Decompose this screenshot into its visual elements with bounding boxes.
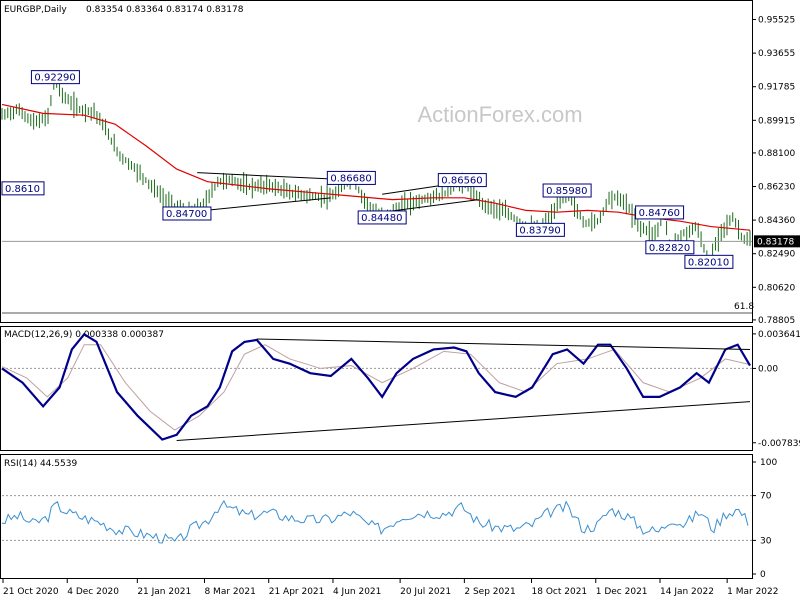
macd-trendline xyxy=(176,401,751,442)
rsi-line xyxy=(1,499,749,544)
price-label-box xyxy=(437,173,487,188)
price-label: 0.8610 xyxy=(5,184,40,195)
price-label: 0.84480 xyxy=(361,213,402,224)
symbol-title: EURGBP,Daily xyxy=(4,5,67,15)
x-tick-label: 21 Apr 2021 xyxy=(269,587,325,597)
price-label-box xyxy=(162,206,212,221)
price-label-box xyxy=(357,210,407,225)
current-price-label: 0.83178 xyxy=(757,237,794,247)
macd-tick-label: -0.007839 xyxy=(758,439,800,449)
price-tick-label: 0.89915 xyxy=(758,116,795,126)
price-label: 0.86680 xyxy=(330,173,371,184)
price-label-box xyxy=(684,254,734,269)
x-tick-label: 4 Dec 2020 xyxy=(67,587,119,597)
macd-tick-label: 0.003641 xyxy=(758,330,800,340)
current-price-box xyxy=(754,235,800,248)
ohlc-values: 0.83354 0.83364 0.83174 0.83178 xyxy=(86,5,244,15)
ema-line xyxy=(1,103,751,231)
x-tick-label: 4 Jun 2021 xyxy=(333,587,381,597)
price-tick-label: 0.95525 xyxy=(758,16,795,26)
price-tick-label: 0.91785 xyxy=(758,83,795,93)
price-tick-label: 0.93655 xyxy=(758,49,795,59)
price-label: 0.83790 xyxy=(519,225,560,236)
x-tick-label: 21 Jan 2021 xyxy=(137,587,191,597)
price-tick-label: 0.84360 xyxy=(758,216,795,226)
macd-line xyxy=(1,332,751,441)
rsi-tick-label: 30 xyxy=(760,536,772,546)
macd-trendline xyxy=(256,338,751,350)
fib-label: 61.8 xyxy=(734,302,754,312)
price-label: 0.84700 xyxy=(166,209,207,220)
price-tick-label: 0.86230 xyxy=(758,183,795,193)
price-label-box xyxy=(635,205,685,220)
price-trendline xyxy=(382,199,479,213)
price-label-box xyxy=(30,70,80,85)
price-layer: 0.92290 0.8610 0.84700 0.86680 0.84480 0.8656… xyxy=(1,70,752,314)
x-tick-label: 8 Mar 2021 xyxy=(204,587,255,597)
rsi-panel-frame xyxy=(0,454,753,579)
price-label: 0.84760 xyxy=(639,208,680,219)
watermark: ActionForex.com xyxy=(417,102,582,127)
price-label: 0.82820 xyxy=(649,243,690,254)
price-label: 0.82010 xyxy=(688,257,729,268)
x-tick-label: 1 Dec 2021 xyxy=(596,587,648,597)
x-tick-label: 20 Jul 2021 xyxy=(400,587,451,597)
price-label-box xyxy=(326,170,376,185)
x-tick-label: 1 Mar 2022 xyxy=(727,587,778,597)
price-tick-label: 0.80620 xyxy=(758,283,795,293)
rsi-tick-label: 0 xyxy=(760,570,766,580)
price-label-box xyxy=(1,181,45,196)
rsi-tick-label: 70 xyxy=(760,492,772,502)
x-tick-label: 2 Sep 2021 xyxy=(464,587,515,597)
price-tick-label: 0.82490 xyxy=(758,250,795,260)
rsi-tick-label: 100 xyxy=(760,458,777,468)
rsi-title: RSI(14) 44.5539 xyxy=(4,459,77,469)
x-tick-label: 21 Oct 2020 xyxy=(3,587,59,597)
price-tick-label: 0.78805 xyxy=(758,316,795,326)
price-label: 0.86560 xyxy=(441,176,482,187)
price-label-box xyxy=(515,222,565,237)
price-label: 0.92290 xyxy=(34,73,75,84)
x-tick-label: 14 Jan 2022 xyxy=(660,587,714,597)
price-label-box xyxy=(645,240,695,255)
price-tick-label: 0.88100 xyxy=(758,149,795,159)
price-label: 0.85980 xyxy=(546,186,587,197)
axis-layer: 0.95525 0.93655 0.91785 0.89915 0.88100 0.862… xyxy=(2,16,800,597)
macd-layer xyxy=(1,332,752,442)
price-trendline xyxy=(197,172,352,181)
price-label-box xyxy=(542,183,592,198)
rsi-layer xyxy=(1,495,752,544)
x-tick-label: 18 Oct 2021 xyxy=(532,587,588,597)
macd-tick-label: 0.00 xyxy=(758,364,778,374)
price-panel-frame xyxy=(0,0,753,323)
